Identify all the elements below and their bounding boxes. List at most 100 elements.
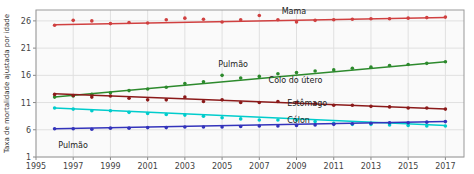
point: [183, 125, 187, 129]
point: [202, 125, 206, 129]
point: [164, 113, 168, 117]
tick-label-y: 16: [21, 71, 31, 80]
point: [220, 98, 224, 102]
point: [53, 106, 57, 110]
point: [332, 123, 336, 127]
point: [351, 66, 355, 70]
point: [90, 109, 94, 113]
point: [425, 124, 429, 128]
annotation: Cólon: [287, 115, 310, 125]
point: [220, 74, 224, 78]
point: [127, 111, 131, 115]
point: [109, 126, 113, 130]
point: [295, 71, 299, 75]
point: [146, 87, 150, 91]
grid-line-x: [110, 10, 111, 157]
point: [220, 20, 224, 24]
tick-label-x: 1997: [63, 162, 83, 171]
point: [406, 16, 410, 20]
point: [258, 124, 262, 128]
point: [369, 121, 373, 125]
point: [71, 19, 75, 23]
tick-label-x: 2013: [361, 162, 381, 171]
point: [369, 105, 373, 109]
tick-label-y: 11: [21, 99, 31, 108]
point: [239, 76, 243, 80]
point: [164, 86, 168, 90]
point: [183, 82, 187, 86]
point: [258, 14, 262, 18]
point: [71, 127, 75, 131]
point: [351, 123, 355, 127]
grid-line-x: [222, 10, 223, 157]
point: [90, 95, 94, 99]
trend-line: [55, 122, 446, 129]
point: [369, 17, 373, 21]
point: [164, 126, 168, 130]
point: [388, 105, 392, 109]
grid-line-x: [408, 10, 409, 157]
point: [444, 124, 448, 128]
point: [258, 118, 262, 122]
point: [109, 22, 113, 26]
series: [53, 14, 447, 27]
grid-line-x: [445, 10, 446, 157]
axes: 1611162126199519971999200120032005200720…: [21, 10, 464, 171]
annotation: Estômago: [287, 98, 327, 108]
point: [388, 64, 392, 68]
trend-line: [55, 62, 446, 97]
annotation: Pulmão: [218, 60, 248, 69]
point: [220, 125, 224, 129]
point: [71, 94, 75, 98]
tick-label-x: 2017: [435, 162, 455, 171]
point: [53, 23, 57, 27]
point: [351, 17, 355, 21]
chart: 1611162126199519971999200120032005200720…: [0, 0, 474, 174]
point: [239, 117, 243, 121]
point: [127, 96, 131, 100]
grid-line-x: [259, 10, 260, 157]
point: [53, 127, 57, 131]
grid-line-x: [370, 10, 371, 157]
point: [202, 80, 206, 84]
point: [313, 120, 317, 124]
point: [109, 109, 113, 113]
point: [239, 125, 243, 129]
plot-frame: [36, 10, 464, 157]
point: [109, 94, 113, 98]
point: [71, 107, 75, 111]
series: [53, 93, 447, 111]
tick-label-y: 26: [21, 17, 31, 26]
point: [406, 63, 410, 67]
point: [202, 17, 206, 21]
marks: [53, 14, 447, 131]
point: [313, 69, 317, 73]
point: [90, 19, 94, 23]
tick-label-x: 2015: [398, 162, 418, 171]
point: [183, 95, 187, 99]
point: [444, 107, 448, 111]
point: [239, 101, 243, 105]
point: [90, 127, 94, 131]
point: [444, 60, 448, 64]
point: [183, 113, 187, 117]
point: [313, 19, 317, 23]
trend-line: [55, 94, 446, 109]
y-axis-label: Taxa de mortalidade ajustada por idade: [3, 14, 11, 154]
annotation: Mama: [282, 7, 307, 16]
point: [332, 103, 336, 107]
tick-label-x: 1995: [26, 162, 46, 171]
grid-line-y: [36, 48, 464, 49]
point: [146, 112, 150, 116]
tick-label-y: 1: [26, 153, 31, 162]
grid-line-x: [73, 10, 74, 157]
point: [276, 118, 280, 122]
point: [202, 114, 206, 118]
tick-label-y: 6: [26, 126, 31, 135]
point: [146, 21, 150, 25]
point: [258, 101, 262, 105]
grid: [36, 10, 464, 157]
point: [444, 120, 448, 124]
grid-line-x: [333, 10, 334, 157]
tick-label-y: 21: [21, 44, 31, 53]
